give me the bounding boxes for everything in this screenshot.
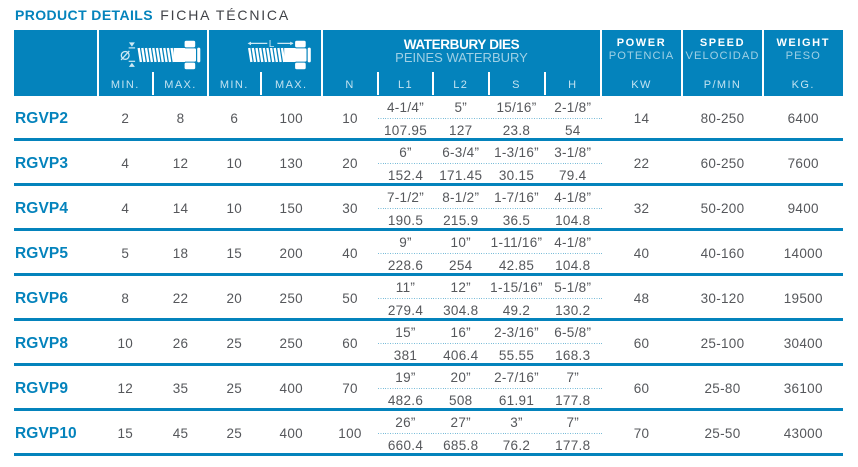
svg-text:L: L xyxy=(269,39,275,50)
